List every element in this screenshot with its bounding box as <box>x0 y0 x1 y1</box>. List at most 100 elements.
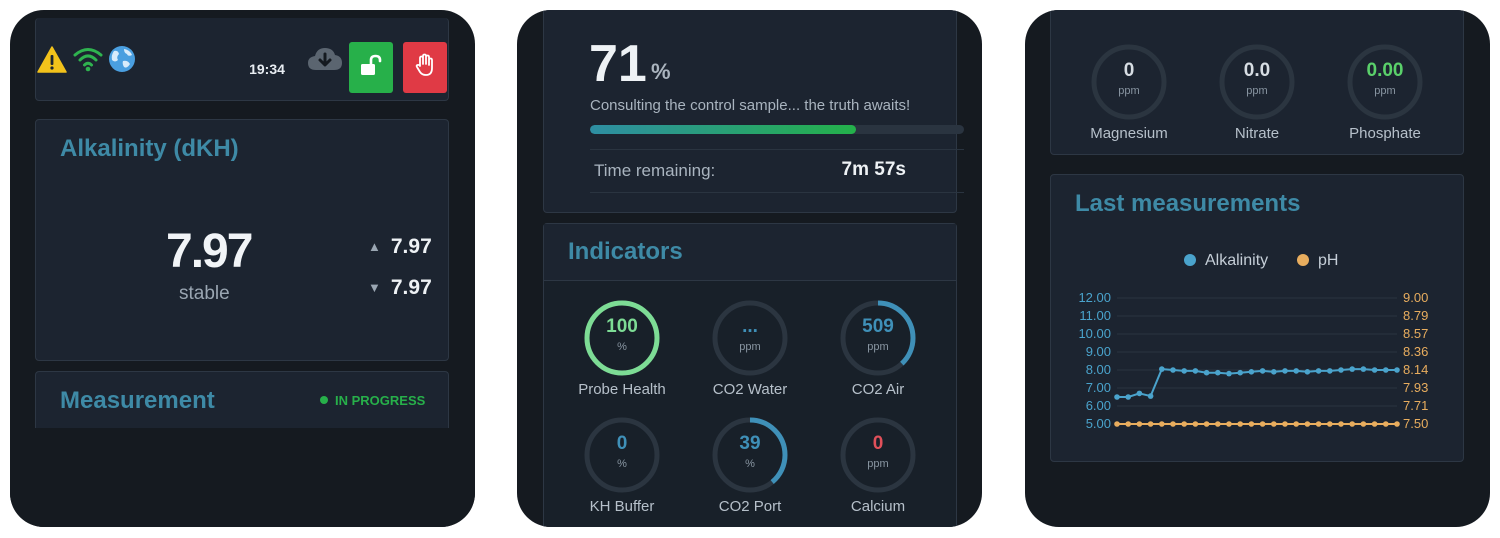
gauge-magnesium: 0 ppm Magnesium <box>1064 43 1194 153</box>
gauge-arc <box>584 300 660 376</box>
series-line-alkalinity <box>1117 368 1397 398</box>
indicators-card: Indicators 100% Probe Health... ppm CO2 Wat… <box>543 223 957 527</box>
gauge-track <box>1347 44 1423 120</box>
data-point-ph <box>1136 421 1143 427</box>
gauge-unit: ppm <box>1118 85 1140 97</box>
y-left-tick-label: 12.00 <box>1078 290 1111 305</box>
gauge-ring <box>840 417 916 493</box>
gauge-label: Magnesium <box>1090 125 1168 142</box>
data-point-ph <box>1371 421 1378 427</box>
gauge-kh-buffer: 0% KH Buffer <box>557 416 687 526</box>
gauge-track <box>1219 44 1295 120</box>
data-point-alkalinity <box>1271 369 1277 375</box>
gauge-unit: % <box>745 458 755 470</box>
y-right-tick-label: 8.36 <box>1403 344 1428 359</box>
y-left-tick-label: 6.00 <box>1086 398 1111 413</box>
gauge-track <box>840 417 916 493</box>
data-point-alkalinity <box>1192 368 1199 374</box>
gauge-label: Nitrate <box>1234 125 1280 142</box>
progress-message: Consulting the control sample... the tru… <box>590 97 911 114</box>
data-point-ph <box>1215 421 1221 427</box>
gauge-ring <box>840 300 916 376</box>
gauge-track <box>712 300 788 376</box>
gauge-value: 0.00 <box>1366 60 1404 81</box>
data-point-ph <box>1181 421 1187 427</box>
gauge-unit: ppm <box>1246 85 1268 97</box>
alkalinity-min-value: 7.97 <box>390 276 432 299</box>
y-left-tick-label: 7.00 <box>1086 380 1111 395</box>
wifi-icon[interactable] <box>73 46 103 77</box>
y-left-tick-label: 11.00 <box>1079 308 1111 323</box>
gauge-ring <box>1219 44 1295 120</box>
stop-button[interactable] <box>403 42 447 93</box>
data-point-alkalinity <box>1293 368 1299 374</box>
data-point-ph <box>1114 421 1120 427</box>
cloud-download-icon[interactable] <box>307 46 343 77</box>
y-right-tick-label: 7.71 <box>1403 398 1428 413</box>
y-right-tick-label: 8.79 <box>1403 308 1428 323</box>
y-right-tick-label: 7.50 <box>1403 416 1428 431</box>
data-point-ph <box>1315 421 1322 427</box>
gauge-co2-port: 39% CO2 Port <box>685 416 815 526</box>
y-left-tick-label: 9.00 <box>1086 344 1111 359</box>
data-point-ph <box>1203 421 1210 427</box>
progress-percent: 71 <box>589 35 647 93</box>
warning-icon[interactable] <box>37 46 67 78</box>
data-point-alkalinity <box>1371 367 1378 373</box>
data-point-alkalinity <box>1237 369 1243 376</box>
globe-icon[interactable] <box>108 45 136 78</box>
gauge-probe-health: 100% Probe Health <box>557 299 687 409</box>
status-badge-label: IN PROGRESS <box>335 393 426 408</box>
gauge-label: CO2 Port <box>718 498 782 515</box>
legend-alkalinity-label: Alkalinity <box>1205 252 1269 269</box>
data-point-ph <box>1282 421 1288 427</box>
data-point-ph <box>1159 421 1165 427</box>
gauge-co2-water: ... ppm CO2 Water <box>685 299 815 409</box>
unlock-icon <box>359 54 383 81</box>
progress-bar-fill <box>590 125 856 134</box>
gauge-co2-air: 509 ppm CO2 Air <box>813 299 943 409</box>
gauge-track <box>1091 44 1167 120</box>
gauge-value: 0 <box>872 433 884 454</box>
gauge-unit: % <box>617 341 627 353</box>
data-point-ph <box>1383 421 1389 427</box>
gauge-label: Calcium <box>850 498 906 515</box>
line-chart: 12.00 11.00 10.00 9.00 8.00 7.00 6.00 5.00 9.00 8… <box>1078 290 1428 431</box>
data-point-alkalinity <box>1181 368 1187 374</box>
data-point-alkalinity <box>1282 368 1288 374</box>
data-point-ph <box>1170 421 1176 427</box>
data-point-ph <box>1147 421 1154 427</box>
gauge-ring <box>712 300 788 376</box>
phone-screen-progress: 71 % Consulting the control sample... th… <box>517 10 982 527</box>
data-point-ph <box>1304 421 1311 427</box>
gauge-value: ... <box>742 316 758 337</box>
last-measurements-title: Last measurements <box>1075 190 1301 217</box>
legend-ph[interactable]: pH <box>1297 252 1338 270</box>
progress-unit: % <box>651 59 671 84</box>
unlock-button[interactable] <box>349 42 393 93</box>
data-point-alkalinity <box>1226 370 1232 377</box>
gauge-unit: ppm <box>867 341 889 353</box>
gauge-ring <box>584 300 660 376</box>
gauge-value: 0.0 <box>1243 60 1271 81</box>
data-point-alkalinity <box>1259 368 1266 374</box>
gauge-label: Probe Health <box>578 381 666 398</box>
progress-bar <box>590 125 964 134</box>
status-bar: 19:34 <box>35 18 449 101</box>
data-point-alkalinity <box>1203 369 1210 376</box>
data-point-alkalinity <box>1360 366 1367 372</box>
gauge-label: KH Buffer <box>589 498 655 515</box>
divider <box>590 149 964 150</box>
legend-alkalinity[interactable]: Alkalinity <box>1184 252 1268 270</box>
data-point-ph <box>1125 421 1131 427</box>
y-right-tick-label: 8.14 <box>1403 362 1428 377</box>
gauge-ring <box>712 417 788 493</box>
gauge-arc <box>712 417 788 493</box>
gauge-value: 509 <box>862 316 894 337</box>
data-point-alkalinity <box>1327 368 1333 374</box>
status-dot <box>320 396 328 404</box>
gauge-track <box>584 417 660 493</box>
gauge-value: 0 <box>1123 60 1135 81</box>
data-point-alkalinity <box>1136 390 1143 397</box>
data-point-ph <box>1237 421 1243 427</box>
